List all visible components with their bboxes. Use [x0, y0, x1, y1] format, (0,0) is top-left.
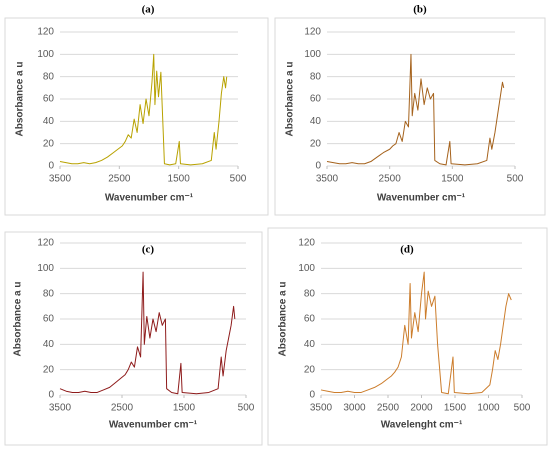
x-tick-label: 500	[507, 174, 524, 185]
x-tick-label: 500	[230, 174, 247, 185]
x-tick-label: 500	[514, 403, 531, 414]
y-axis-title: Absorbance a u	[278, 281, 289, 356]
panel-title: (c)	[142, 244, 155, 256]
x-axis-title: Wavenumber cm⁻¹	[105, 193, 194, 204]
y-tick-label: 80	[304, 288, 316, 299]
chart-panel: (d) 0 20 40 60 80 100 120 3500 3000 2500 2000 1500 10…	[267, 227, 548, 446]
y-tick-label: 60	[310, 94, 322, 105]
panel-border	[274, 17, 546, 216]
y-axis-title: Absorbance a u	[285, 61, 296, 136]
y-tick-label: 20	[43, 364, 55, 375]
y-axis-title: Absorbance a u	[15, 61, 26, 136]
panel-title: (a)	[142, 4, 155, 16]
x-axis-title: Wavenumber cm⁻¹	[109, 420, 198, 431]
x-tick-label: 3500	[49, 174, 72, 185]
panel-title: (b)	[413, 4, 427, 16]
y-tick-label: 100	[298, 263, 315, 274]
chart-panel: (b) 0 20 40 60 80 100 120 3500 2500 1500 500 Absorba…	[274, 4, 546, 216]
x-tick-label: 2500	[111, 403, 134, 414]
spectrum-line	[59, 271, 236, 395]
y-tick-label: 40	[43, 116, 55, 127]
y-tick-label: 40	[310, 116, 322, 127]
x-axis-title: Wavelenght cm⁻¹	[381, 420, 463, 431]
y-tick-label: 0	[309, 390, 315, 401]
panel-border	[4, 231, 263, 446]
spectrum-line	[326, 53, 505, 166]
x-tick-label: 3500	[316, 174, 339, 185]
y-tick-label: 120	[304, 27, 321, 38]
y-tick-label: 0	[48, 161, 54, 172]
x-tick-label: 3000	[343, 403, 366, 414]
panel-border	[267, 227, 548, 446]
x-tick-label: 3500	[310, 403, 333, 414]
y-tick-label: 0	[315, 161, 321, 172]
x-tick-label: 2000	[410, 403, 433, 414]
y-tick-label: 80	[43, 71, 55, 82]
y-tick-label: 0	[48, 390, 54, 401]
y-tick-label: 20	[310, 138, 322, 149]
y-tick-label: 20	[304, 364, 316, 375]
x-axis-title: Wavenumber cm⁻¹	[377, 193, 466, 204]
y-axis-title: Absorbance a u	[13, 281, 24, 356]
x-tick-label: 1500	[168, 174, 191, 185]
x-tick-label: 3500	[49, 403, 72, 414]
x-tick-label: 2500	[108, 174, 131, 185]
y-tick-label: 80	[43, 288, 55, 299]
x-tick-label: 1000	[477, 403, 500, 414]
x-tick-label: 500	[238, 403, 255, 414]
x-tick-label: 2500	[379, 174, 402, 185]
y-tick-label: 120	[298, 238, 315, 249]
x-tick-label: 2500	[377, 403, 400, 414]
y-tick-label: 60	[43, 94, 55, 105]
y-tick-label: 100	[37, 49, 54, 60]
x-tick-label: 1500	[441, 174, 464, 185]
y-tick-label: 40	[43, 339, 55, 350]
chart-panel: (c) 0 20 40 60 80 100 120 3500 2500 1500 500 Absorba…	[4, 231, 263, 446]
x-tick-label: 1500	[173, 403, 196, 414]
chart-panel: (a) 0 20 40 60 80 100 120 3500 2500 1500 500 Absorba…	[4, 4, 269, 216]
spectrum-line	[320, 271, 512, 395]
y-tick-label: 80	[310, 71, 322, 82]
y-tick-label: 60	[304, 314, 316, 325]
y-tick-label: 120	[37, 27, 54, 38]
y-tick-label: 40	[304, 339, 316, 350]
y-tick-label: 100	[37, 263, 54, 274]
spectrum-line	[59, 53, 228, 166]
y-tick-label: 120	[37, 238, 54, 249]
panel-title: (d)	[400, 244, 414, 256]
x-tick-label: 1500	[444, 403, 467, 414]
panel-border	[4, 17, 269, 216]
y-tick-label: 20	[43, 138, 55, 149]
y-tick-label: 60	[43, 314, 55, 325]
y-tick-label: 100	[304, 49, 321, 60]
